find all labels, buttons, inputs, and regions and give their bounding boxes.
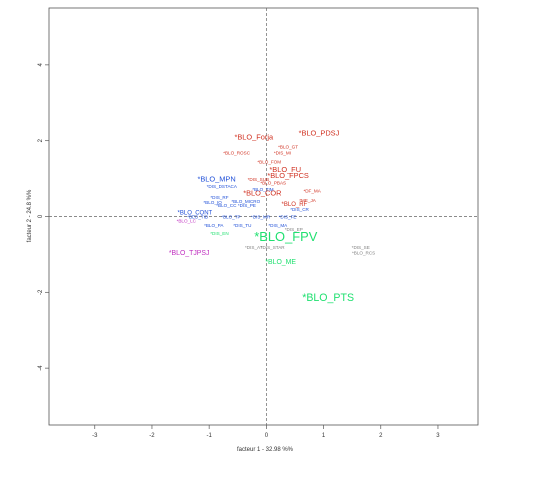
y-axis-ticks: -4 -2 0 2 4 xyxy=(38,63,49,371)
x-tick-label: 2 xyxy=(379,433,383,439)
point-label: *DIS_SE xyxy=(352,245,370,250)
point-label: *DIS_EN xyxy=(210,231,228,236)
point-label: *DIS_DSTACA xyxy=(207,184,238,189)
x-tick-label: 3 xyxy=(436,433,440,439)
point-label: *BLO_Forja xyxy=(234,133,274,142)
point-label: *BLO_CC xyxy=(216,203,237,208)
point-label: *BLO_CONT xyxy=(178,210,213,216)
point-label: *DIS_SUB xyxy=(248,177,269,182)
point-label: *DIS_MR xyxy=(251,214,271,219)
y-tick-label: 2 xyxy=(38,138,44,142)
point-label: *BLO_RCS xyxy=(352,250,375,255)
point-labels: *BLO_PDSJ *BLO_Forja *BLO_GT *BLO_ROSC *DIS_… xyxy=(169,128,375,303)
point-label: *BLO_MICRO xyxy=(231,199,260,204)
y-tick-label: -4 xyxy=(38,365,44,371)
point-label: *BLO_LC xyxy=(177,218,197,223)
point-label: *BLO_ME xyxy=(265,259,296,266)
y-tick-label: 0 xyxy=(38,214,44,218)
point-label: *DIS_EP xyxy=(285,227,303,232)
point-label: *DIS_RF xyxy=(210,195,228,200)
point-label: *BLO_RF xyxy=(282,202,308,208)
point-label: *BLO_COR xyxy=(243,188,281,197)
point-label: *DIS_FE xyxy=(279,214,297,219)
point-label: *BLO_PTS xyxy=(302,292,354,304)
point-label: *DF_MA xyxy=(303,189,321,194)
x-tick-label: -1 xyxy=(206,433,212,439)
point-label: *BLO_PBAS xyxy=(260,180,286,185)
x-tick-label: 1 xyxy=(322,433,326,439)
point-label: *BLO_FU xyxy=(269,165,301,174)
point-label: *ME_JA xyxy=(299,198,317,203)
reference-lines xyxy=(49,8,478,425)
point-label: *DIS_MI xyxy=(274,150,291,155)
point-label: *DIS_STAR xyxy=(261,245,286,250)
point-label: *BLO_PDSJ xyxy=(299,128,340,137)
x-tick-label: -3 xyxy=(92,433,98,439)
point-label: *BLO_FOM xyxy=(257,160,281,165)
point-label: *DIS_AT xyxy=(245,245,263,250)
point-label: *BLO_FPCS xyxy=(267,171,309,180)
point-label: *BLO_TIM xyxy=(252,187,274,192)
point-label: *BLO_IO xyxy=(203,200,222,205)
point-label: *BLO_GT xyxy=(278,145,298,150)
x-axis-title: facteur 1 - 32.98 %% xyxy=(237,447,294,453)
point-label: *BLO_MPN xyxy=(197,175,235,184)
point-label: *BLO_TP xyxy=(221,214,240,219)
point-label: *DIS_CR xyxy=(290,207,309,212)
y-tick-label: -2 xyxy=(38,289,44,295)
x-tick-label: -2 xyxy=(149,433,155,439)
x-tick-label: 0 xyxy=(265,433,269,439)
point-label: *BLO_FPV xyxy=(254,229,317,244)
y-axis-title: facteur 2 - 24.8 %% xyxy=(27,189,33,242)
point-label: *BLO_TID xyxy=(187,214,209,219)
point-label: *DIS_PE xyxy=(238,203,256,208)
point-label: *DIS_TU xyxy=(233,223,251,228)
point-label: *BLO_ROSC xyxy=(223,150,250,155)
x-axis-ticks: -3 -2 -1 0 1 2 3 xyxy=(92,425,440,439)
y-tick-label: 4 xyxy=(38,63,44,67)
point-label: *BLO_PA xyxy=(204,223,224,228)
point-label: *BLO_TJPSJ xyxy=(169,250,210,257)
point-label: *DIS_MA xyxy=(268,223,288,228)
